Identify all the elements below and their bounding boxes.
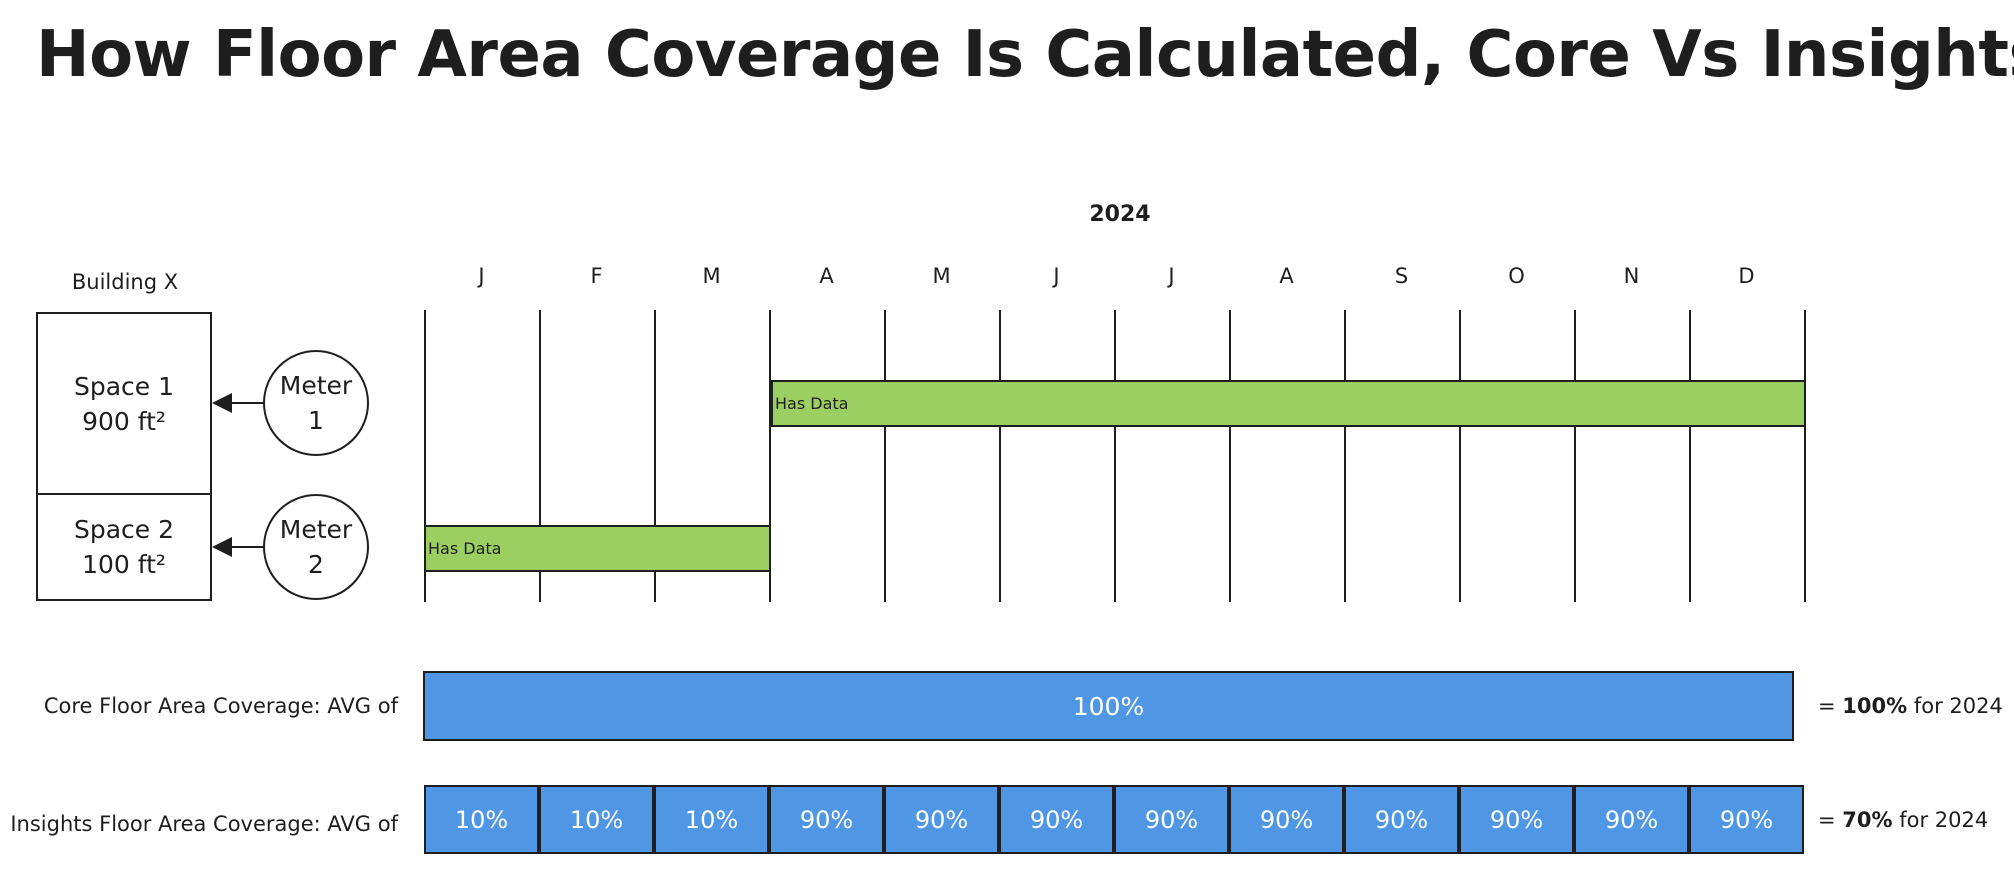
insights-month-cell: 10% bbox=[424, 785, 539, 854]
insights-month-cell: 10% bbox=[654, 785, 769, 854]
space-2-box: Space 2 100 ft² bbox=[36, 493, 212, 601]
timeline-gridline bbox=[999, 310, 1001, 602]
insights-month-cell: 90% bbox=[1689, 785, 1804, 854]
page-title: How Floor Area Coverage Is Calculated, C… bbox=[36, 18, 2014, 92]
insights-result-prefix: = bbox=[1818, 808, 1843, 832]
meter-2-label-line1: Meter bbox=[279, 515, 353, 544]
timeline-gridline bbox=[1574, 310, 1576, 602]
insights-result-value: 70% bbox=[1842, 808, 1893, 832]
month-label: A bbox=[1279, 264, 1294, 288]
insights-month-cell: 90% bbox=[1229, 785, 1344, 854]
space-2-name: Space 2 bbox=[73, 515, 175, 544]
timeline-gridline bbox=[769, 310, 771, 602]
month-label: S bbox=[1394, 264, 1409, 288]
timeline-gridline bbox=[1689, 310, 1691, 602]
month-label: M bbox=[932, 264, 951, 288]
meter-2-data-bar: Has Data bbox=[424, 525, 771, 572]
core-result-value: 100% bbox=[1842, 694, 1908, 718]
building-label: Building X bbox=[71, 270, 179, 294]
month-label: F bbox=[590, 264, 603, 288]
month-label: M bbox=[702, 264, 721, 288]
meter-1-data-bar: Has Data bbox=[771, 380, 1806, 427]
month-label: A bbox=[819, 264, 834, 288]
meter-2-label-line2: 2 bbox=[308, 550, 324, 579]
month-label: D bbox=[1738, 264, 1755, 288]
meter-1-label-line2: 1 bbox=[308, 406, 324, 435]
core-coverage-bar: 100% bbox=[423, 671, 1794, 741]
insights-month-cell: 90% bbox=[769, 785, 884, 854]
space-1-box: Space 1 900 ft² bbox=[36, 312, 212, 496]
month-label: J bbox=[1053, 264, 1060, 288]
insights-coverage-label: Insights Floor Area Coverage: AVG of bbox=[10, 812, 398, 836]
core-result-prefix: = bbox=[1818, 694, 1843, 718]
timeline-gridline bbox=[1229, 310, 1231, 602]
core-result-suffix: for 2024 bbox=[1907, 694, 2003, 718]
month-label: J bbox=[1168, 264, 1175, 288]
timeline-gridline bbox=[424, 310, 426, 602]
insights-coverage-result: = 70% for 2024 bbox=[1818, 808, 1988, 832]
insights-month-cell: 90% bbox=[999, 785, 1114, 854]
month-label: N bbox=[1623, 264, 1640, 288]
month-label: O bbox=[1508, 264, 1525, 288]
insights-month-cell: 90% bbox=[1114, 785, 1229, 854]
insights-month-cell: 90% bbox=[884, 785, 999, 854]
insights-month-cell: 90% bbox=[1574, 785, 1689, 854]
month-label: J bbox=[478, 264, 485, 288]
year-label: 2024 bbox=[1089, 202, 1151, 227]
core-coverage-result: = 100% for 2024 bbox=[1818, 694, 2003, 718]
meter-1-label-line1: Meter bbox=[279, 371, 353, 400]
meter-2-circle: Meter 2 bbox=[263, 494, 369, 600]
insights-result-suffix: for 2024 bbox=[1892, 808, 1989, 832]
timeline-gridline bbox=[1114, 310, 1116, 602]
space-2-area: 100 ft² bbox=[82, 550, 166, 579]
insights-month-cell: 90% bbox=[1459, 785, 1574, 854]
space-1-area: 900 ft² bbox=[82, 407, 166, 436]
timeline-gridline bbox=[1344, 310, 1346, 602]
core-coverage-label: Core Floor Area Coverage: AVG of bbox=[43, 694, 398, 718]
timeline-gridline bbox=[1459, 310, 1461, 602]
space-1-name: Space 1 bbox=[73, 372, 175, 401]
timeline-gridline bbox=[654, 310, 656, 602]
insights-month-cell: 10% bbox=[539, 785, 654, 854]
meter-1-circle: Meter 1 bbox=[263, 350, 369, 456]
timeline-gridline bbox=[539, 310, 541, 602]
insights-month-cell: 90% bbox=[1344, 785, 1459, 854]
timeline-gridline bbox=[884, 310, 886, 602]
timeline-gridline bbox=[1804, 310, 1806, 602]
